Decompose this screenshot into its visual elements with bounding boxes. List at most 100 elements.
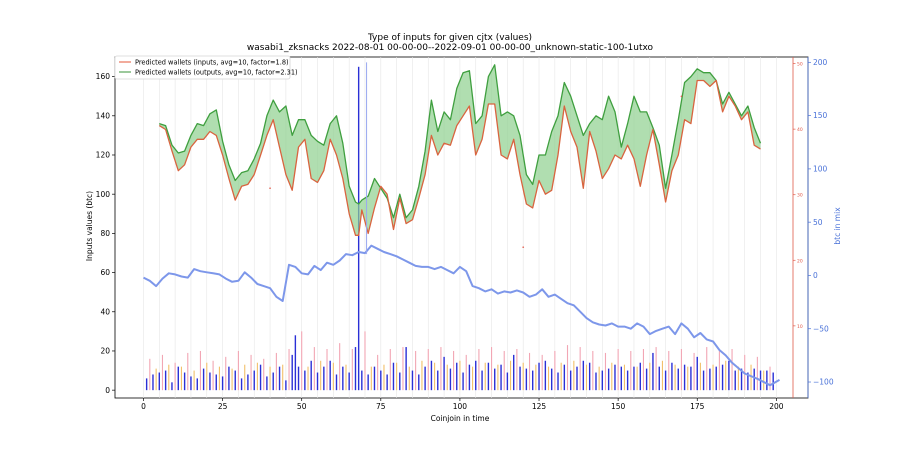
bar-pink [377, 354, 379, 391]
y-tick-label: 160 [96, 72, 111, 81]
bar-orange [446, 364, 448, 391]
bar-pink [212, 360, 214, 391]
bar-blue [310, 360, 312, 391]
bar-blue [443, 356, 445, 391]
bar-orange [763, 370, 765, 391]
bar-blue [702, 370, 705, 391]
bar-orange [307, 366, 309, 391]
bar-blue [544, 360, 547, 391]
bar-pink [566, 345, 569, 391]
bar-orange [585, 364, 588, 391]
bar-pink [756, 356, 758, 391]
bar-blue [690, 366, 692, 391]
bar-blue [740, 368, 743, 391]
bar-orange [180, 366, 183, 391]
bar-pink [478, 349, 480, 391]
bar-orange [509, 360, 512, 391]
y-axis-label: Inputs values (btc) [85, 191, 94, 261]
bar-blue [766, 370, 768, 391]
x-tick-label: 50 [297, 402, 307, 411]
x-tick-label: 100 [453, 402, 468, 411]
bar-orange [244, 364, 246, 391]
point-red-inner [269, 187, 271, 189]
bar-pink [427, 349, 429, 391]
point-red-inner [522, 246, 525, 248]
bar-blue [671, 362, 673, 391]
bar-pink [199, 350, 201, 391]
bar-orange [231, 368, 233, 391]
bar-orange [661, 360, 663, 391]
bar-blue [348, 372, 350, 391]
bar-orange [737, 366, 739, 391]
bar-blue [411, 370, 414, 391]
y2-tick-label: 150 [813, 111, 828, 120]
bar-blue [316, 372, 319, 391]
bar-pink [630, 350, 632, 391]
bar-blue [209, 372, 211, 391]
bar-blue [196, 378, 198, 391]
legend-label-outputs: Predicted wallets (outputs, avg=10, fact… [135, 69, 298, 77]
bar-blue [253, 370, 255, 391]
bar-blue [582, 360, 585, 391]
bar-blue [449, 368, 452, 391]
bar-blue [152, 374, 154, 391]
bar-pink [604, 352, 607, 391]
y-tick-label: 140 [96, 111, 111, 120]
bar-blue [557, 372, 559, 391]
bar-blue [462, 372, 464, 391]
bar-blue [683, 364, 686, 391]
bar-pink [288, 349, 290, 391]
bar-orange [383, 364, 385, 391]
legend-box [114, 55, 291, 80]
bar-blue [500, 364, 502, 391]
bar-orange [282, 364, 284, 391]
y2-tick-label: 100 [813, 164, 828, 173]
bar-blue [405, 347, 407, 391]
bar-orange [750, 364, 752, 391]
bar-pink [250, 354, 252, 391]
series-line-inputs [158, 79, 761, 236]
bar-blue [272, 372, 274, 391]
bar-blue [399, 372, 401, 391]
bar-blue [475, 360, 477, 391]
bar-blue [291, 354, 293, 391]
bar-orange [535, 364, 537, 391]
bar-blue [202, 368, 205, 391]
legend-label-inputs: Predicted wallets (inputs, avg=10, facto… [135, 59, 289, 67]
bar-blue [595, 372, 597, 391]
bar-blue [620, 366, 623, 391]
bar-pink [187, 352, 189, 391]
bar-blue [215, 374, 217, 391]
bar-pink [301, 331, 303, 391]
bar-orange [396, 362, 398, 391]
bar-pink [174, 362, 176, 391]
y2-tick-label: 200 [813, 58, 828, 67]
bar-pink [642, 349, 645, 391]
y2-tick-label: −100 [813, 378, 834, 387]
bar-pink [718, 350, 720, 391]
x-tick-label: 175 [690, 402, 705, 411]
bar-blue [626, 370, 629, 391]
bar-blue [285, 380, 287, 391]
bar-blue [468, 364, 471, 391]
bar-blue [354, 347, 357, 391]
bar-pink [364, 331, 366, 391]
bar-orange [421, 360, 423, 391]
bar-blue [531, 370, 534, 391]
bar-blue [709, 368, 711, 391]
bar-blue [645, 368, 648, 391]
y3-tick-label: 30 [797, 193, 803, 199]
bar-orange [206, 362, 208, 391]
bar-pink [237, 350, 239, 391]
bar-blue [240, 378, 243, 391]
y2-axis-label: btc in mix [833, 207, 842, 245]
bar-orange [193, 370, 195, 391]
bar-orange [497, 364, 499, 391]
y-tick-label: 0 [105, 386, 110, 395]
bar-pink [693, 352, 695, 391]
bar-orange [345, 364, 347, 391]
bar-blue [234, 370, 236, 391]
bar-blue [259, 364, 262, 391]
bar-blue [228, 366, 230, 391]
point-red-inner [680, 95, 683, 98]
